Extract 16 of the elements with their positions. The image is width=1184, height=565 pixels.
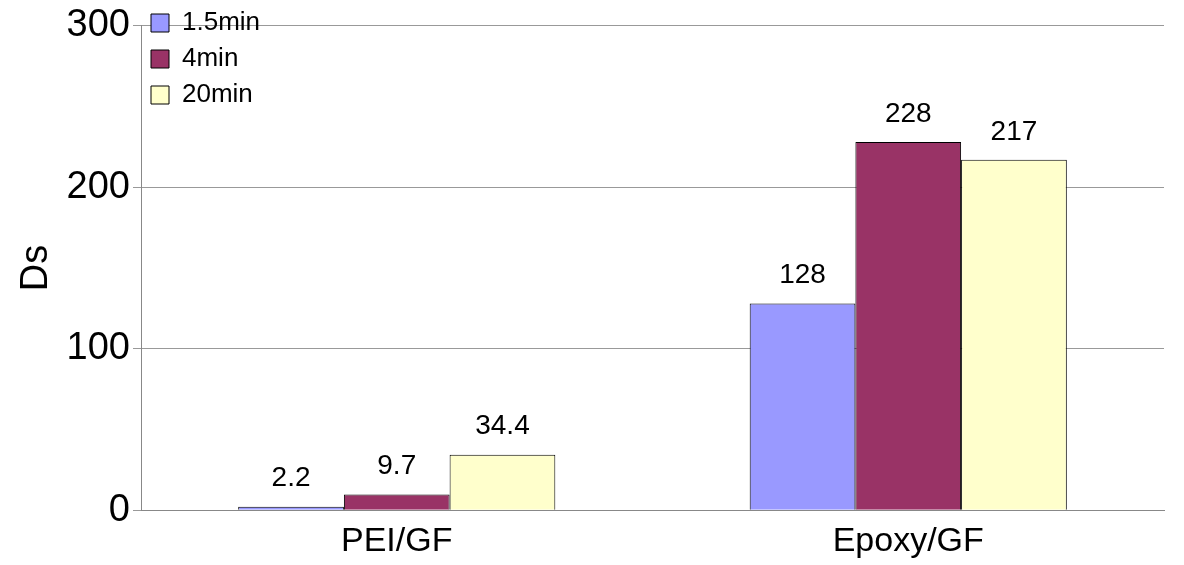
y-tick-label: 100 xyxy=(66,325,130,368)
legend-label: 1.5min xyxy=(182,6,261,37)
y-tick-label: 200 xyxy=(66,163,130,206)
y-tick-label: 0 xyxy=(108,486,130,529)
data-label: 217 xyxy=(990,114,1038,146)
data-label: 128 xyxy=(779,258,826,290)
y-tick-label: 300 xyxy=(66,2,130,45)
data-label: 228 xyxy=(884,96,932,128)
data-label: 9.7 xyxy=(377,449,417,481)
data-label: 34.4 xyxy=(475,409,530,441)
data-label: 2.2 xyxy=(271,461,311,493)
legend-label: 20min xyxy=(182,78,253,109)
x-tick-label: PEI/GF xyxy=(341,519,453,558)
x-tick-label: Epoxy/GF xyxy=(832,519,984,558)
y-axis-title: Ds xyxy=(13,244,56,292)
legend-label: 4min xyxy=(182,42,239,73)
